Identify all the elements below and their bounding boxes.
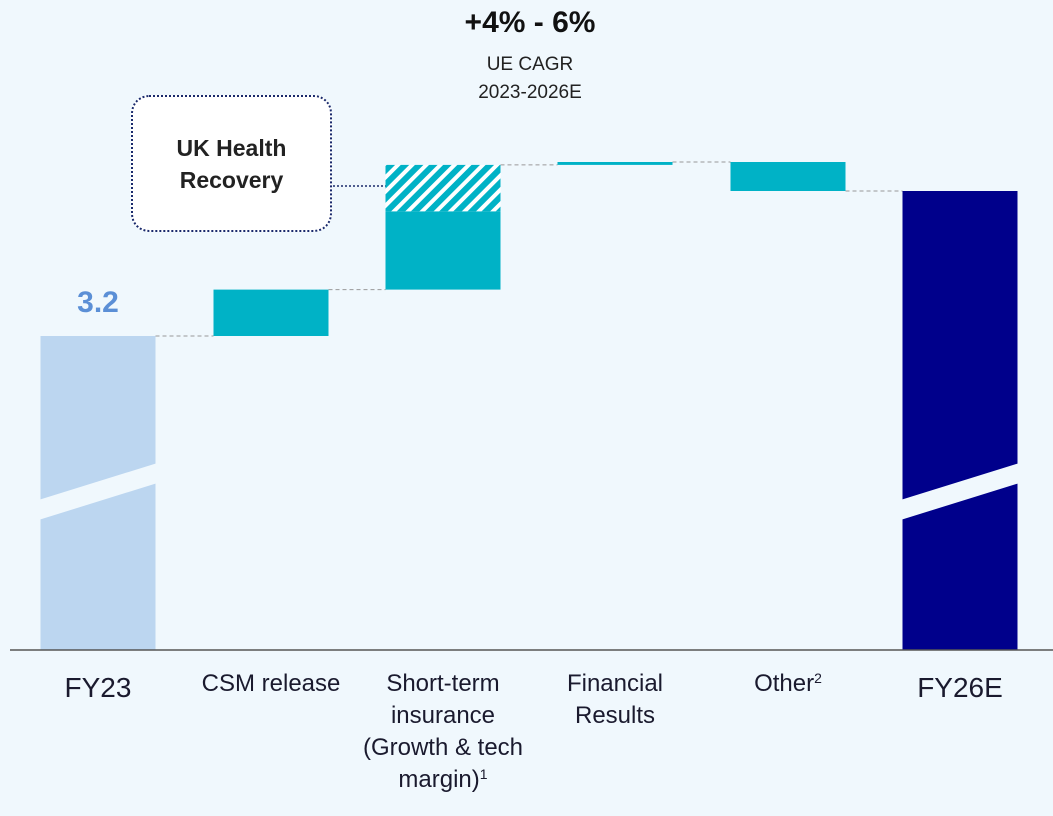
bar [730, 162, 846, 191]
category: FY26E [917, 672, 1003, 703]
x-tick-label: CSM release [186, 668, 356, 700]
bar [385, 211, 501, 290]
category: Financial Results [566, 670, 664, 729]
subtitle: UE CAGR [486, 54, 574, 75]
bar [902, 191, 1018, 650]
bar [213, 289, 329, 336]
x-tick-label: FY23 [13, 672, 183, 704]
axis-break [900, 463, 1020, 520]
data-label: 3.2 [77, 286, 119, 319]
footnote: 2 [814, 670, 822, 686]
x-tick-label: Short-term insurance (Growth & tech marg… [358, 668, 528, 796]
category: Short-term insurance (Growth & tech marg… [362, 670, 524, 793]
annotation: UK Health Recovery [131, 95, 332, 232]
category: CSM release [201, 670, 341, 697]
axis-break [38, 463, 158, 520]
x-tick-label: Other2 [703, 668, 873, 700]
subtitle: 2023-2026E [478, 82, 582, 103]
x-tick-label: FY26E [875, 672, 1045, 704]
chart-title: +4% - 6% [464, 6, 596, 39]
x-tick-label: Financial Results [530, 668, 700, 732]
hatched-bar [385, 164, 501, 212]
bar [557, 162, 673, 165]
category: FY23 [64, 672, 132, 703]
footnote: 1 [479, 766, 488, 782]
category: Other [754, 670, 815, 697]
